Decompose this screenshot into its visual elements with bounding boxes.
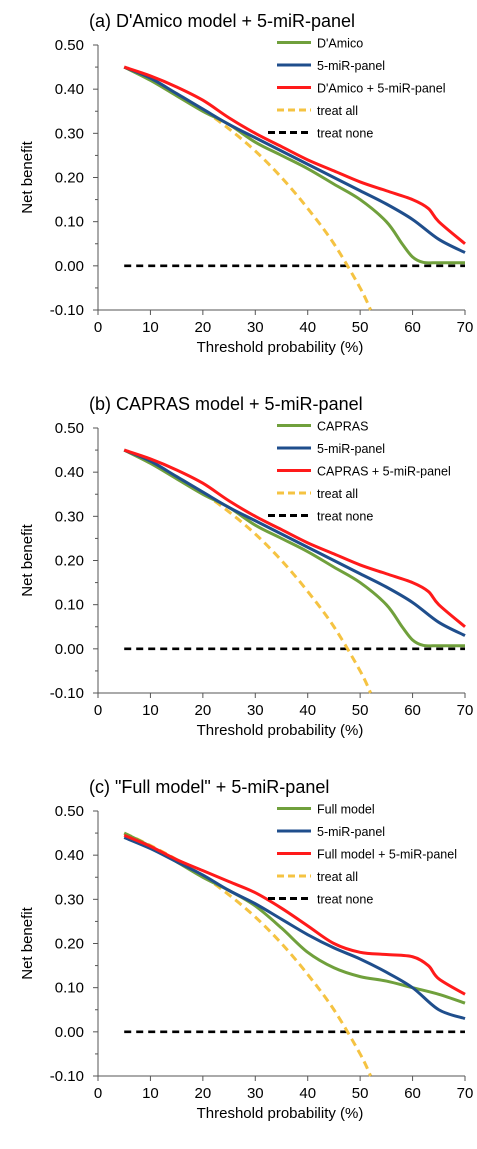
legend-label: 5-miR-panel: [317, 442, 385, 456]
x-tick-label: 70: [457, 1085, 474, 1102]
legend-label: treat all: [317, 870, 358, 884]
legend-label: treat none: [317, 510, 373, 524]
series-line-2: [123, 833, 466, 996]
series-line-3: [123, 448, 372, 694]
y-tick-label: 0.20: [55, 170, 84, 187]
legend-label: treat all: [317, 487, 358, 501]
x-tick-label: 30: [247, 319, 264, 336]
legend-label: treat none: [317, 127, 373, 141]
y-tick-label: -0.10: [50, 302, 84, 319]
net-benefit-chart-b: (b) CAPRAS model + 5-miR-panel -0.10 0.00 0…: [19, 394, 474, 739]
x-tick-label: 20: [195, 702, 212, 719]
y-tick-label: 0.50: [55, 803, 84, 820]
legend-label: Full model: [317, 803, 375, 817]
series-line-1: [123, 836, 466, 1021]
y-tick-label: 0.50: [55, 37, 84, 54]
x-tick-label: 10: [142, 702, 159, 719]
y-tick-label: -0.10: [50, 1068, 84, 1085]
legend-label: treat none: [317, 893, 373, 907]
series-line-1: [123, 65, 466, 254]
x-tick-label: 50: [352, 1085, 369, 1102]
x-tick-label: 60: [404, 319, 421, 336]
y-tick-label: 0.20: [55, 936, 84, 953]
legend-label: 5-miR-panel: [317, 59, 385, 73]
x-axis-label: Threshold probability (%): [197, 339, 364, 356]
x-tick-label: 20: [195, 319, 212, 336]
net-benefit-chart-c: (c) "Full model" + 5-miR-panel -0.10 0.00 0…: [19, 777, 474, 1122]
y-tick-label: 0.10: [55, 214, 84, 231]
x-tick-label: 30: [247, 1085, 264, 1102]
y-axis-label: Net benefit: [19, 906, 36, 979]
chart-panel-a: (a) D'Amico model + 5-miR-panel -0.10 0.00…: [0, 0, 477, 383]
x-tick-label: 30: [247, 702, 264, 719]
x-tick-label: 40: [299, 702, 316, 719]
y-tick-label: 0.50: [55, 420, 84, 437]
y-tick-label: 0.10: [55, 597, 84, 614]
chart-panel-b: (b) CAPRAS model + 5-miR-panel -0.10 0.00 0…: [0, 383, 477, 766]
y-tick-label: 0.10: [55, 980, 84, 997]
legend-label: 5-miR-panel: [317, 825, 385, 839]
series-line-0: [123, 448, 466, 648]
y-tick-label: 0.40: [55, 464, 84, 481]
y-axis-label: Net benefit: [19, 523, 36, 596]
x-tick-label: 0: [94, 702, 102, 719]
series-line-1: [123, 448, 466, 637]
series-line-3: [123, 831, 372, 1077]
series-line-2: [123, 448, 466, 628]
series-line-2: [123, 65, 466, 245]
y-tick-label: 0.40: [55, 81, 84, 98]
y-tick-label: 0.00: [55, 1024, 84, 1041]
y-tick-label: -0.10: [50, 685, 84, 702]
y-tick-label: 0.00: [55, 258, 84, 275]
series-line-3: [123, 65, 372, 311]
legend-label: D'Amico + 5-miR-panel: [317, 82, 445, 96]
x-tick-label: 40: [299, 319, 316, 336]
x-tick-label: 60: [404, 702, 421, 719]
x-tick-label: 40: [299, 1085, 316, 1102]
net-benefit-chart-a: (a) D'Amico model + 5-miR-panel -0.10 0.00…: [19, 11, 474, 356]
legend-label: D'Amico: [317, 37, 363, 51]
chart-title: (b) CAPRAS model + 5-miR-panel: [89, 394, 363, 414]
chart-title: (c) "Full model" + 5-miR-panel: [89, 777, 329, 797]
x-tick-label: 60: [404, 1085, 421, 1102]
series-line-0: [123, 65, 466, 265]
chart-panel-c: (c) "Full model" + 5-miR-panel -0.10 0.00 0…: [0, 766, 477, 1149]
legend-label: CAPRAS: [317, 420, 368, 434]
legend-label: CAPRAS + 5-miR-panel: [317, 465, 451, 479]
y-tick-label: 0.00: [55, 641, 84, 658]
x-axis-label: Threshold probability (%): [197, 722, 364, 739]
x-axis-label: Threshold probability (%): [197, 1105, 364, 1122]
x-tick-label: 10: [142, 319, 159, 336]
x-tick-label: 20: [195, 1085, 212, 1102]
x-tick-label: 10: [142, 1085, 159, 1102]
x-tick-label: 50: [352, 702, 369, 719]
legend-label: Full model + 5-miR-panel: [317, 848, 457, 862]
x-tick-label: 50: [352, 319, 369, 336]
x-tick-label: 0: [94, 319, 102, 336]
y-tick-label: 0.20: [55, 553, 84, 570]
x-tick-label: 70: [457, 319, 474, 336]
y-tick-label: 0.30: [55, 125, 84, 142]
y-tick-label: 0.40: [55, 847, 84, 864]
chart-title: (a) D'Amico model + 5-miR-panel: [89, 11, 355, 31]
y-tick-label: 0.30: [55, 508, 84, 525]
x-tick-label: 70: [457, 702, 474, 719]
legend-label: treat all: [317, 104, 358, 118]
y-axis-label: Net benefit: [19, 140, 36, 213]
x-tick-label: 0: [94, 1085, 102, 1102]
y-tick-label: 0.30: [55, 891, 84, 908]
